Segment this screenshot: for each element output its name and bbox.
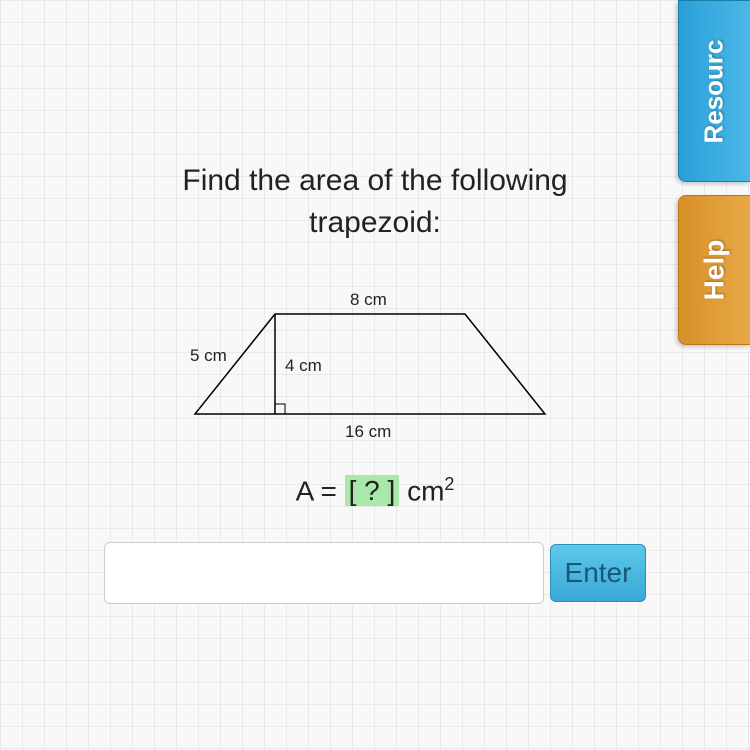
input-row: Enter	[0, 542, 750, 604]
height-label: 4 cm	[285, 356, 322, 376]
left-label: 5 cm	[190, 346, 227, 366]
question-text: Find the area of the following trapezoid…	[100, 160, 650, 244]
formula-text: A = [ ? ] cm2	[0, 474, 750, 507]
main-content: Find the area of the following trapezoid…	[0, 0, 750, 604]
help-tab[interactable]: Help	[678, 195, 750, 345]
bottom-label: 16 cm	[345, 422, 391, 442]
trapezoid-shape	[195, 314, 545, 414]
right-angle-marker	[275, 404, 285, 414]
help-label: Help	[699, 240, 731, 301]
formula-blank: [ ? ]	[345, 475, 400, 506]
resources-label: Resourc	[699, 39, 730, 143]
enter-button[interactable]: Enter	[550, 544, 647, 602]
trapezoid-diagram: 8 cm 5 cm 4 cm 16 cm	[175, 284, 575, 444]
top-label: 8 cm	[350, 290, 387, 310]
question-line1: Find the area of the following	[182, 164, 567, 197]
formula-suffix: cm	[399, 475, 444, 506]
formula-exponent: 2	[444, 474, 454, 494]
answer-input[interactable]	[104, 542, 544, 604]
resources-tab[interactable]: Resourc	[678, 0, 750, 182]
formula-prefix: A =	[296, 475, 345, 506]
question-line2: trapezoid:	[309, 206, 441, 239]
